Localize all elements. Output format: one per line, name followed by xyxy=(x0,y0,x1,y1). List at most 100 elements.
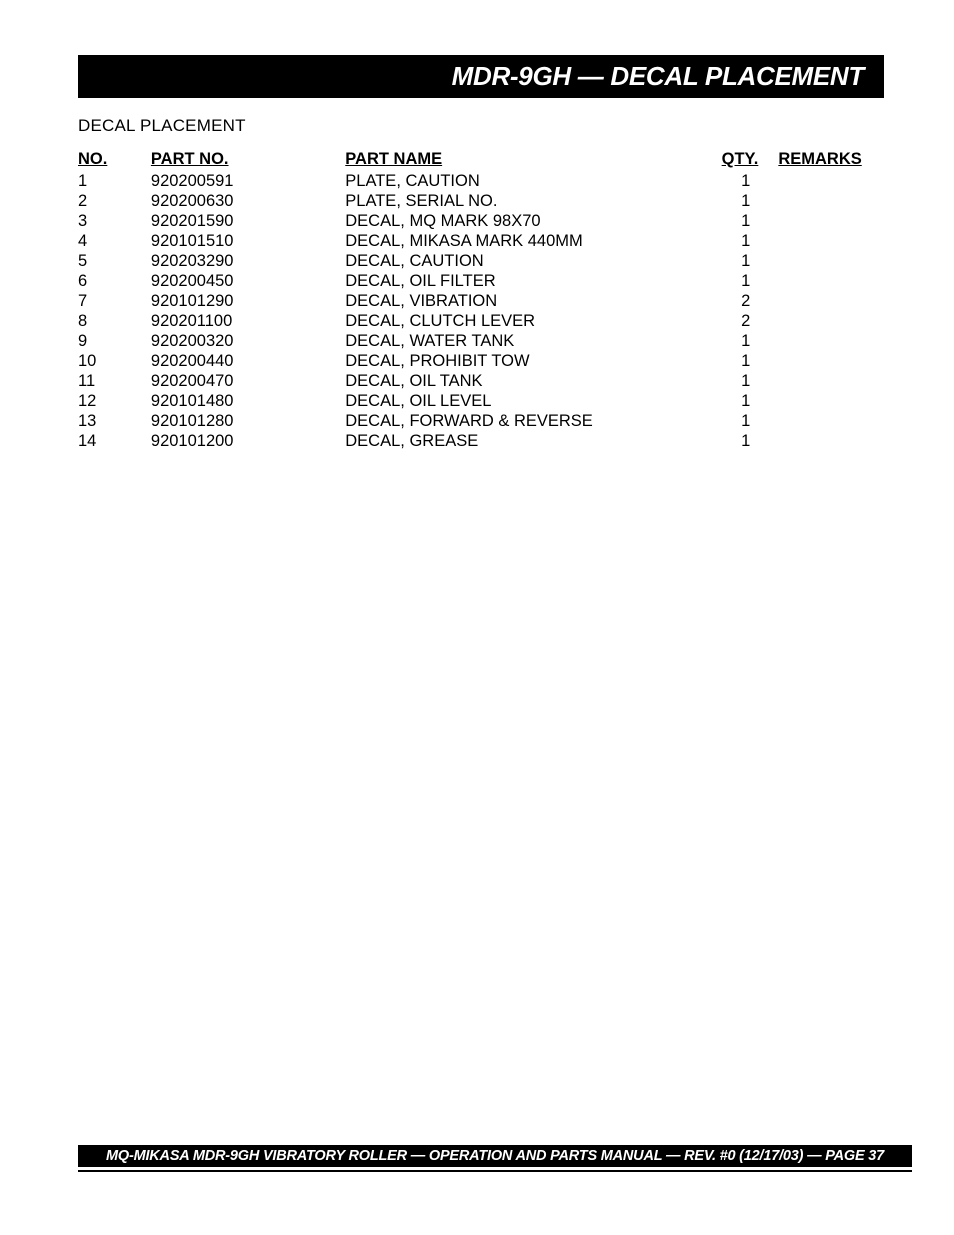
footer-wrapper: MQ-MIKASA MDR-9GH VIBRATORY ROLLER — OPE… xyxy=(78,1145,912,1172)
cell-partname: DECAL, CLUTCH LEVER xyxy=(345,311,685,331)
cell-partname: DECAL, OIL FILTER xyxy=(345,271,685,291)
cell-no: 2 xyxy=(78,191,151,211)
cell-remarks xyxy=(758,431,884,451)
cell-no: 3 xyxy=(78,211,151,231)
table-row: 4 920101510 DECAL, MIKASA MARK 440MM 1 xyxy=(78,231,884,251)
table-row: 13 920101280 DECAL, FORWARD & REVERSE 1 xyxy=(78,411,884,431)
cell-partno: 920200630 xyxy=(151,191,345,211)
cell-partno: 920201590 xyxy=(151,211,345,231)
cell-partno: 920200470 xyxy=(151,371,345,391)
cell-no: 6 xyxy=(78,271,151,291)
cell-partno: 920101280 xyxy=(151,411,345,431)
parts-table: NO. PART NO. PART NAME QTY. REMARKS 1 92… xyxy=(78,150,884,451)
cell-partno: 920200591 xyxy=(151,171,345,191)
cell-partname: PLATE, CAUTION xyxy=(345,171,685,191)
col-header-partname: PART NAME xyxy=(345,150,685,171)
cell-no: 1 xyxy=(78,171,151,191)
table-row: 5 920203290 DECAL, CAUTION 1 xyxy=(78,251,884,271)
table-row: 10 920200440 DECAL, PROHIBIT TOW 1 xyxy=(78,351,884,371)
cell-no: 8 xyxy=(78,311,151,331)
table-header-row: NO. PART NO. PART NAME QTY. REMARKS xyxy=(78,150,884,171)
cell-no: 11 xyxy=(78,371,151,391)
footer-line xyxy=(78,1170,912,1172)
col-header-remarks: REMARKS xyxy=(758,150,884,171)
cell-partno: 920203290 xyxy=(151,251,345,271)
table-row: 6 920200450 DECAL, OIL FILTER 1 xyxy=(78,271,884,291)
table-row: 11 920200470 DECAL, OIL TANK 1 xyxy=(78,371,884,391)
cell-partno: 920200440 xyxy=(151,351,345,371)
cell-partname: DECAL, FORWARD & REVERSE xyxy=(345,411,685,431)
cell-remarks xyxy=(758,351,884,371)
table-row: 14 920101200 DECAL, GREASE 1 xyxy=(78,431,884,451)
cell-partno: 920101290 xyxy=(151,291,345,311)
cell-partno: 920200320 xyxy=(151,331,345,351)
cell-no: 14 xyxy=(78,431,151,451)
cell-qty: 1 xyxy=(685,211,758,231)
cell-partname: DECAL, PROHIBIT TOW xyxy=(345,351,685,371)
cell-remarks xyxy=(758,191,884,211)
cell-remarks xyxy=(758,231,884,251)
cell-remarks xyxy=(758,271,884,291)
cell-no: 10 xyxy=(78,351,151,371)
cell-remarks xyxy=(758,311,884,331)
cell-qty: 1 xyxy=(685,431,758,451)
header-bar: MDR-9GH — DECAL PLACEMENT xyxy=(78,55,884,98)
footer-bar: MQ-MIKASA MDR-9GH VIBRATORY ROLLER — OPE… xyxy=(78,1145,912,1167)
cell-qty: 2 xyxy=(685,291,758,311)
col-header-no: NO. xyxy=(78,150,151,171)
table-body: 1 920200591 PLATE, CAUTION 1 2 920200630… xyxy=(78,171,884,451)
cell-no: 13 xyxy=(78,411,151,431)
cell-qty: 1 xyxy=(685,391,758,411)
cell-qty: 1 xyxy=(685,371,758,391)
cell-remarks xyxy=(758,411,884,431)
cell-partname: DECAL, OIL TANK xyxy=(345,371,685,391)
cell-qty: 1 xyxy=(685,411,758,431)
cell-no: 4 xyxy=(78,231,151,251)
cell-partname: DECAL, WATER TANK xyxy=(345,331,685,351)
cell-no: 9 xyxy=(78,331,151,351)
cell-qty: 1 xyxy=(685,231,758,251)
cell-partname: DECAL, CAUTION xyxy=(345,251,685,271)
cell-qty: 2 xyxy=(685,311,758,331)
cell-remarks xyxy=(758,331,884,351)
cell-qty: 1 xyxy=(685,191,758,211)
cell-partname: DECAL, MQ MARK 98X70 xyxy=(345,211,685,231)
footer-text: MQ-MIKASA MDR-9GH VIBRATORY ROLLER — OPE… xyxy=(106,1148,884,1164)
table-row: 7 920101290 DECAL, VIBRATION 2 xyxy=(78,291,884,311)
table-row: 8 920201100 DECAL, CLUTCH LEVER 2 xyxy=(78,311,884,331)
cell-remarks xyxy=(758,371,884,391)
cell-remarks xyxy=(758,251,884,271)
cell-partname: PLATE, SERIAL NO. xyxy=(345,191,685,211)
cell-remarks xyxy=(758,291,884,311)
cell-partno: 920201100 xyxy=(151,311,345,331)
cell-partno: 920101480 xyxy=(151,391,345,411)
table-row: 1 920200591 PLATE, CAUTION 1 xyxy=(78,171,884,191)
cell-no: 5 xyxy=(78,251,151,271)
cell-remarks xyxy=(758,211,884,231)
table-row: 3 920201590 DECAL, MQ MARK 98X70 1 xyxy=(78,211,884,231)
header-title: MDR-9GH — DECAL PLACEMENT xyxy=(452,61,864,91)
cell-partno: 920101200 xyxy=(151,431,345,451)
cell-qty: 1 xyxy=(685,171,758,191)
cell-remarks xyxy=(758,391,884,411)
cell-partno: 920101510 xyxy=(151,231,345,251)
cell-qty: 1 xyxy=(685,251,758,271)
col-header-qty: QTY. xyxy=(685,150,758,171)
cell-partname: DECAL, OIL LEVEL xyxy=(345,391,685,411)
cell-remarks xyxy=(758,171,884,191)
cell-no: 7 xyxy=(78,291,151,311)
table-row: 9 920200320 DECAL, WATER TANK 1 xyxy=(78,331,884,351)
cell-partname: DECAL, GREASE xyxy=(345,431,685,451)
cell-qty: 1 xyxy=(685,271,758,291)
col-header-partno: PART NO. xyxy=(151,150,345,171)
cell-partno: 920200450 xyxy=(151,271,345,291)
table-row: 2 920200630 PLATE, SERIAL NO. 1 xyxy=(78,191,884,211)
table-row: 12 920101480 DECAL, OIL LEVEL 1 xyxy=(78,391,884,411)
page-container: MDR-9GH — DECAL PLACEMENT DECAL PLACEMEN… xyxy=(0,0,954,451)
section-title: DECAL PLACEMENT xyxy=(78,116,884,136)
cell-partname: DECAL, VIBRATION xyxy=(345,291,685,311)
cell-qty: 1 xyxy=(685,351,758,371)
cell-qty: 1 xyxy=(685,331,758,351)
cell-partname: DECAL, MIKASA MARK 440MM xyxy=(345,231,685,251)
cell-no: 12 xyxy=(78,391,151,411)
